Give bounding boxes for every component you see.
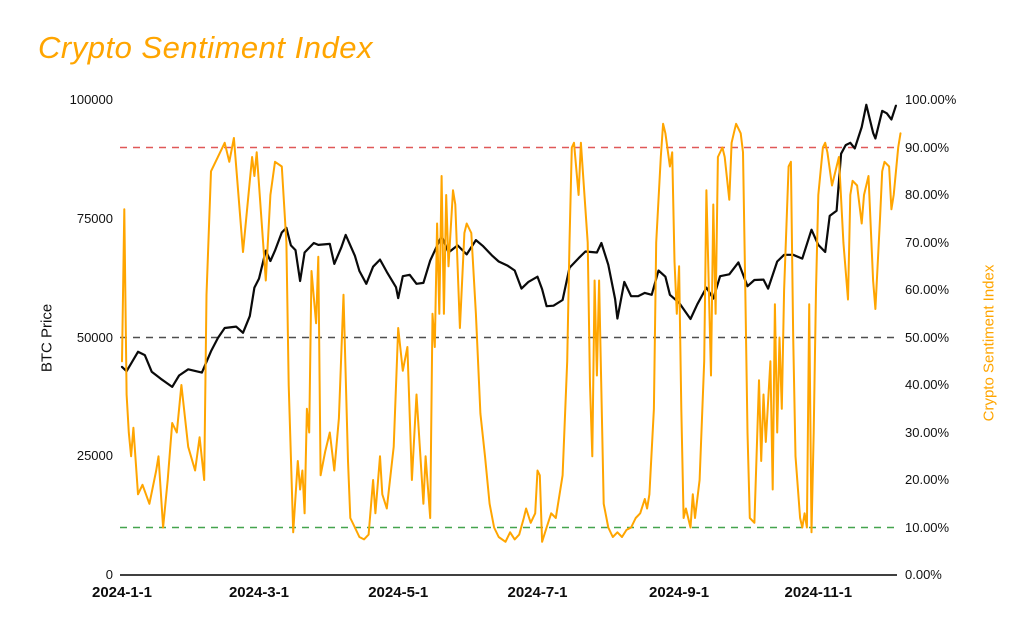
- left-axis-tick: 0: [105, 567, 113, 582]
- right-axis-tick: 0.00%: [905, 567, 942, 582]
- x-axis-tick: 2024-11-1: [784, 584, 853, 601]
- left-axis-title: BTC Price: [38, 303, 56, 372]
- series-lines: [120, 103, 902, 543]
- right-axis-tick: 10.00%: [905, 519, 950, 535]
- right-axis-tick: 70.00%: [905, 234, 950, 250]
- right-axis-tick: 100.00%: [905, 92, 957, 107]
- right-axis-tick: 30.00%: [905, 424, 950, 440]
- left-axis-tick: 50000: [76, 329, 113, 345]
- x-axis-tick: 2024-9-1: [649, 584, 710, 601]
- right-axis-tick: 50.00%: [905, 329, 950, 345]
- left-axis-tick: 25000: [76, 448, 113, 464]
- right-axis-title: Crypto Sentiment Index: [980, 264, 998, 422]
- x-axis-tick: 2024-1-1: [91, 584, 153, 601]
- right-axis-tick: 80.00%: [905, 187, 950, 202]
- x-axis-tick: 2024-5-1: [368, 584, 429, 601]
- right-axis-tick: 90.00%: [905, 139, 950, 155]
- left-axis-tick: 100000: [69, 92, 113, 107]
- x-axis-tick: 2024-3-1: [228, 584, 289, 601]
- right-axis-tick: 60.00%: [905, 282, 950, 297]
- left-axis-tick: 75000: [76, 210, 113, 226]
- series-crypto-sentiment-index: [121, 122, 902, 543]
- chart-title: Crypto Sentiment Index: [38, 30, 373, 65]
- right-axis-tick: 20.00%: [905, 472, 950, 487]
- x-axis-tick: 2024-7-1: [507, 584, 568, 601]
- right-axis-tick: 40.00%: [905, 377, 950, 392]
